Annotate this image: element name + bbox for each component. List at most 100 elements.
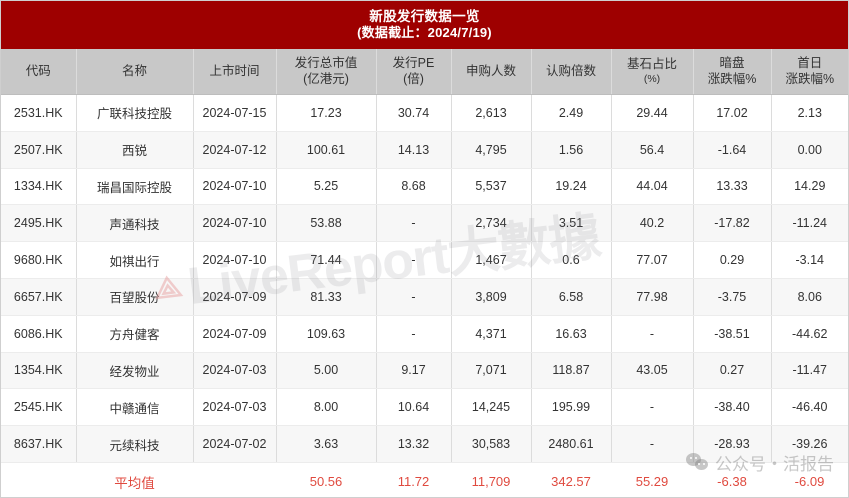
cell-list-date: 2024-07-09	[193, 278, 277, 316]
cell-oversub: 118.87	[531, 352, 612, 390]
column-header-cornerstone[interactable]: 基石占比 (%)	[611, 49, 694, 95]
cell-pe: 14.13	[376, 131, 452, 169]
cell-name: 百望股份	[76, 278, 194, 316]
cell-grey: -38.51	[693, 315, 772, 353]
cell-applicants: 2,734	[451, 204, 532, 243]
column-header-applicants-line1: 申购人数	[465, 63, 516, 78]
page-subtitle: (数据截止：2024/7/19)	[357, 25, 492, 41]
cell-pe: -	[376, 315, 452, 353]
cell-code: 2531.HK	[1, 94, 77, 132]
table-row[interactable]: 2495.HK 声通科技 2024-07-10 53.88-2,734 3.51 40.2…	[1, 204, 848, 243]
cell-applicants: 4,371	[451, 315, 532, 353]
column-header-market-cap-line2: (亿港元)	[303, 71, 349, 86]
cell-name: 中赣通信	[76, 388, 194, 427]
cell-firstday: -44.62	[771, 315, 848, 353]
cell-grey: -28.93	[693, 425, 772, 463]
column-header-list-date[interactable]: 上市时间	[193, 49, 277, 95]
cell-cornerstone: 29.44	[611, 94, 694, 132]
cell-pe: 9.17	[376, 352, 452, 390]
cell-code: 8637.HK	[1, 425, 77, 463]
cell-applicants: 14,245	[451, 388, 532, 427]
average-cell-oversub: 342.57	[531, 462, 611, 497]
table-row[interactable]: 2507.HK 西锐 2024-07-12 100.61 14.13 4,795 1.56 5…	[1, 131, 848, 169]
table-row[interactable]: 2531.HK 广联科技控股 2024-07-15 17.23 30.74 2,613 2.…	[1, 94, 848, 132]
cell-applicants: 30,583	[451, 425, 532, 463]
cell-list-date: 2024-07-10	[193, 204, 277, 243]
column-header-pe[interactable]: 发行PE (倍)	[376, 49, 452, 95]
average-cell-pe: 11.72	[376, 462, 451, 497]
cell-list-date: 2024-07-10	[193, 168, 277, 206]
cell-oversub: 19.24	[531, 168, 612, 206]
column-header-code[interactable]: 代码	[1, 49, 77, 95]
column-header-applicants[interactable]: 申购人数	[451, 49, 532, 95]
cell-firstday: 2.13	[771, 94, 848, 132]
column-header-oversubscription[interactable]: 认购倍数	[531, 49, 612, 95]
cell-code: 2495.HK	[1, 204, 77, 243]
table-row[interactable]: 6086.HK 方舟健客 2024-07-09 109.63-4,371 16.63- -…	[1, 315, 848, 353]
average-cell-name: 平均值	[76, 462, 193, 497]
average-row: 平均值 50.56 11.72 11,709 342.57 55.29 -6.38 -6.09	[1, 462, 848, 497]
cell-applicants: 3,809	[451, 278, 532, 316]
average-cell-grey: -6.38	[693, 462, 771, 497]
cell-firstday: -3.14	[771, 241, 848, 279]
cell-market-cap: 100.61	[276, 131, 377, 169]
table-row[interactable]: 1334.HK 瑞昌国际控股 2024-07-10 5.25 8.68 5,537 19.2…	[1, 168, 848, 206]
column-header-grey-market[interactable]: 暗盘 涨跌幅%	[693, 49, 772, 95]
cell-name: 瑞昌国际控股	[76, 168, 194, 206]
column-header-oversubscription-line1: 认购倍数	[545, 63, 596, 78]
cell-cornerstone: 77.98	[611, 278, 694, 316]
cell-firstday: 8.06	[771, 278, 848, 316]
column-header-name-line1: 名称	[121, 63, 147, 78]
cell-grey: -17.82	[693, 204, 772, 243]
average-cell-list-date	[193, 462, 276, 497]
cell-market-cap: 5.25	[276, 168, 377, 206]
average-cell-firstday: -6.09	[771, 462, 848, 497]
cell-pe: 30.74	[376, 94, 452, 132]
cell-pe: -	[376, 204, 452, 243]
table-row[interactable]: 1354.HK 经发物业 2024-07-03 5.00 9.17 7,071 118.87…	[1, 352, 848, 390]
column-header-list-date-line1: 上市时间	[209, 63, 260, 78]
table-row[interactable]: 6657.HK 百望股份 2024-07-09 81.33-3,809 6.58 77.9…	[1, 278, 848, 316]
table-row[interactable]: 2545.HK 中赣通信 2024-07-03 8.00 10.64 14,245 195.…	[1, 388, 848, 427]
cell-name: 西锐	[76, 131, 194, 169]
column-header-first-day[interactable]: 首日 涨跌幅%	[771, 49, 848, 95]
cell-grey: 0.29	[693, 241, 772, 279]
cell-grey: -38.40	[693, 388, 772, 427]
cell-oversub: 6.58	[531, 278, 612, 316]
table-row[interactable]: 9680.HK 如祺出行 2024-07-10 71.44-1,467 0.6 77.07…	[1, 241, 848, 279]
cell-name: 声通科技	[76, 204, 194, 243]
cell-oversub: 3.51	[531, 204, 612, 243]
cell-list-date: 2024-07-15	[193, 94, 277, 132]
cell-cornerstone: 43.05	[611, 352, 694, 390]
cell-market-cap: 71.44	[276, 241, 377, 279]
column-header-market-cap[interactable]: 发行总市值 (亿港元)	[276, 49, 377, 95]
cell-oversub: 195.99	[531, 388, 612, 427]
cell-code: 1354.HK	[1, 352, 77, 390]
column-header-pe-line2: (倍)	[403, 71, 424, 86]
cell-oversub: 16.63	[531, 315, 612, 353]
cell-code: 6086.HK	[1, 315, 77, 353]
table-row[interactable]: 8637.HK 元续科技 2024-07-02 3.63 13.32 30,583 2480…	[1, 425, 848, 463]
cell-grey: -1.64	[693, 131, 772, 169]
column-header-grey-market-line1: 暗盘	[719, 55, 745, 70]
cell-list-date: 2024-07-09	[193, 315, 277, 353]
column-header-name[interactable]: 名称	[76, 49, 194, 95]
cell-cornerstone: 77.07	[611, 241, 694, 279]
cell-cornerstone: -	[611, 388, 694, 427]
cell-firstday: -46.40	[771, 388, 848, 427]
cell-market-cap: 8.00	[276, 388, 377, 427]
cell-cornerstone: -	[611, 315, 694, 353]
column-header-first-day-line1: 首日	[797, 55, 823, 70]
average-cell-cornerstone: 55.29	[611, 462, 693, 497]
cell-oversub: 2.49	[531, 94, 612, 132]
column-header-cornerstone-line2: (%)	[643, 72, 661, 85]
cell-firstday: 0.00	[771, 131, 848, 169]
cell-applicants: 2,613	[451, 94, 532, 132]
cell-cornerstone: 40.2	[611, 204, 694, 243]
cell-market-cap: 53.88	[276, 204, 377, 243]
title-banner: 新股发行数据一览 (数据截止：2024/7/19)	[1, 1, 848, 49]
column-header-code-line1: 代码	[25, 63, 51, 78]
cell-name: 如祺出行	[76, 241, 194, 279]
cell-list-date: 2024-07-10	[193, 241, 277, 279]
